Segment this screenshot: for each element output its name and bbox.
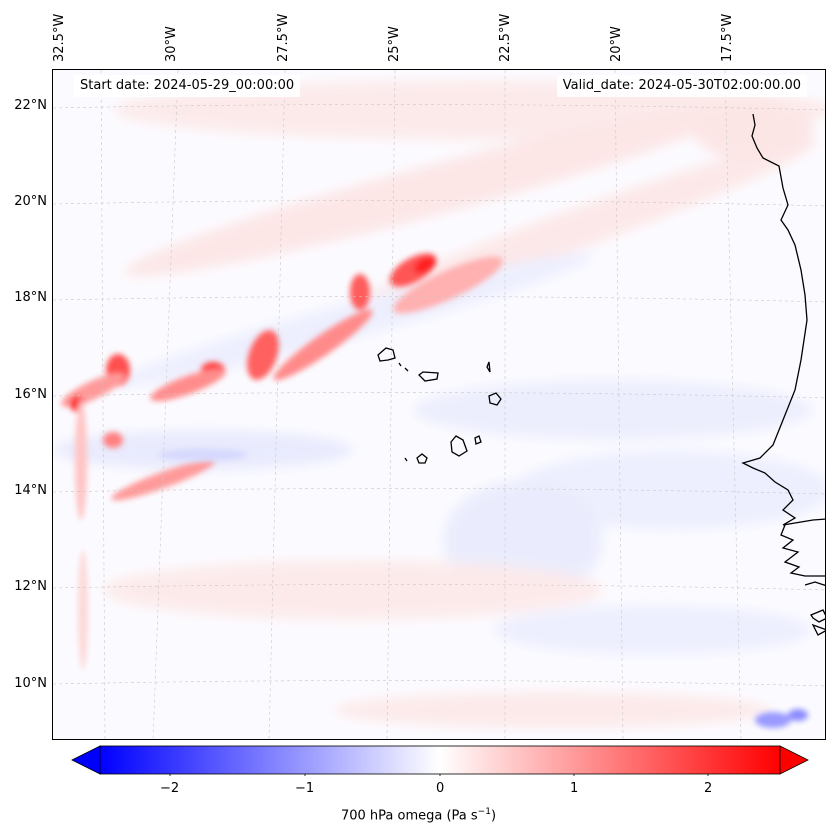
lat-label-20n: 20°N <box>14 194 47 209</box>
colorbar-tick-2: 2 <box>704 781 713 796</box>
start-date-label: Start date: 2024-05-29_00:00:00 <box>74 75 301 97</box>
lat-label-14n: 14°N <box>14 483 47 498</box>
colorbar-ticks <box>169 774 709 776</box>
lat-label-16n: 16°N <box>14 387 47 402</box>
colorbar-extend-low <box>71 745 101 775</box>
colorbar-extend-high <box>779 745 809 775</box>
cape-verde-islands <box>377 347 502 464</box>
lon-label-22-5w: 22.5°W <box>498 13 513 62</box>
colorbar-label: 700 hPa omega (Pa s−1) <box>0 807 837 823</box>
colorbar-tick-neg1: −1 <box>295 781 315 796</box>
lon-label-17-5w: 17.5°W <box>720 13 735 62</box>
omega-max-band <box>61 253 503 670</box>
lon-label-27-5w: 27.5°W <box>276 13 291 62</box>
lon-label-25w: 25°W <box>387 26 402 62</box>
colorbar-tick-0: 0 <box>436 781 445 796</box>
lat-label-22n: 22°N <box>14 98 47 113</box>
colorbar-tick-1: 1 <box>570 781 579 796</box>
faint-pattern <box>53 80 825 728</box>
map-panel <box>52 69 826 740</box>
lon-label-32-5w: 32.5°W <box>52 13 67 62</box>
lat-label-10n: 10°N <box>14 676 47 691</box>
valid-date-label: Valid_date: 2024-05-30T02:00:00.00 <box>556 75 807 97</box>
lon-label-30w: 30°W <box>164 26 179 62</box>
colorbar-label-end: ) <box>490 808 497 824</box>
gridlines <box>53 70 825 739</box>
omega-field-map <box>53 70 825 739</box>
colorbar-label-exponent: −1 <box>477 807 491 817</box>
colorbar-label-main: 700 hPa omega (Pa s <box>340 808 478 824</box>
lon-label-20w: 20°W <box>609 26 624 62</box>
colorbar <box>71 745 809 776</box>
lat-label-18n: 18°N <box>14 290 47 305</box>
lat-label-12n: 12°N <box>14 579 47 594</box>
colorbar-tick-neg2: −2 <box>160 781 180 796</box>
coastline <box>741 113 825 636</box>
omega-min-patches <box>158 449 808 728</box>
colorbar-body <box>99 745 781 775</box>
